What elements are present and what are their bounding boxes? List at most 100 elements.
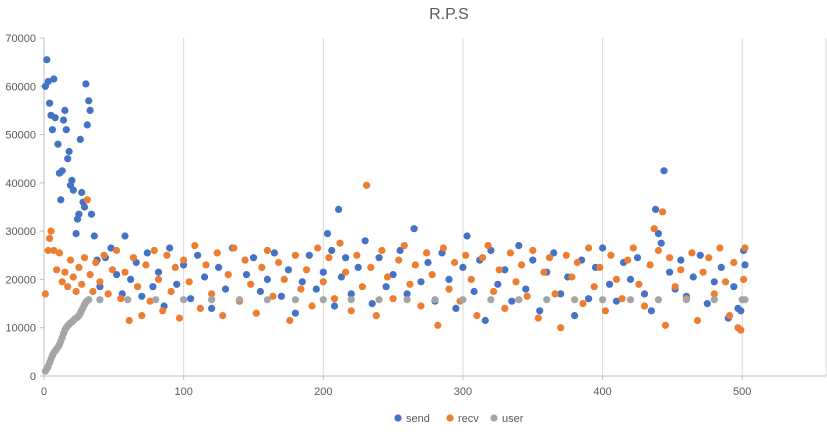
- data-point-user: [459, 296, 467, 304]
- data-point-send: [48, 126, 57, 134]
- data-point-recv: [167, 287, 175, 296]
- data-point-send: [284, 266, 292, 274]
- data-point-send: [242, 271, 251, 279]
- data-point-recv: [80, 254, 89, 262]
- data-point-send: [710, 278, 718, 286]
- data-point-send: [330, 302, 339, 310]
- data-point-recv: [75, 263, 83, 271]
- data-point-send: [633, 254, 642, 262]
- data-point-send: [396, 246, 404, 255]
- data-point-user: [487, 296, 495, 304]
- data-point-recv: [66, 256, 75, 264]
- data-point-send: [612, 297, 621, 305]
- data-point-recv: [171, 263, 179, 271]
- data-point-recv: [629, 244, 637, 252]
- data-point-send: [57, 196, 65, 204]
- data-point-send: [291, 309, 299, 317]
- data-point-send: [389, 271, 397, 279]
- data-point-send: [201, 273, 209, 281]
- data-point-recv: [540, 268, 548, 276]
- data-point-recv: [121, 268, 129, 276]
- data-point-recv: [191, 242, 199, 250]
- data-point-recv: [389, 295, 397, 303]
- data-point-send: [410, 225, 418, 233]
- data-point-recv: [252, 309, 260, 317]
- data-point-send: [403, 290, 411, 298]
- legend-label-recv: recv: [458, 413, 479, 425]
- data-point-send: [335, 205, 343, 213]
- data-point-send: [44, 77, 52, 86]
- y-tick-label: 30000: [5, 226, 36, 238]
- data-point-recv: [44, 246, 52, 255]
- data-point-recv: [579, 300, 587, 308]
- data-point-send: [652, 205, 660, 213]
- y-tick-label: 0: [30, 371, 36, 383]
- data-point-send: [494, 280, 502, 288]
- data-point-recv: [661, 321, 670, 329]
- data-point-recv: [46, 234, 54, 242]
- data-point-send: [78, 188, 86, 197]
- data-point-recv: [490, 287, 498, 296]
- data-point-recv: [342, 268, 350, 276]
- data-point-recv: [241, 256, 249, 264]
- data-point-recv: [258, 263, 266, 271]
- data-point-send: [606, 280, 614, 288]
- data-point-recv: [138, 312, 146, 320]
- data-point-send: [50, 75, 58, 83]
- data-point-send: [508, 297, 516, 305]
- legend: send recv user: [394, 413, 524, 425]
- data-point-recv: [163, 251, 171, 259]
- data-point-send: [46, 99, 54, 107]
- y-tick-label: 50000: [5, 130, 36, 142]
- data-point-recv: [635, 280, 643, 288]
- data-point-send: [677, 256, 685, 264]
- data-point-user: [710, 296, 718, 304]
- data-point-recv: [740, 275, 748, 283]
- data-point-send: [208, 304, 216, 312]
- data-point-recv: [654, 246, 663, 255]
- data-point-send: [463, 232, 471, 240]
- data-point-send: [76, 135, 84, 143]
- data-point-send: [657, 239, 665, 247]
- data-point-send: [501, 266, 509, 274]
- data-point-user: [180, 296, 188, 304]
- series-recv: [41, 181, 749, 334]
- x-tick-label: 400: [593, 386, 611, 398]
- data-point-recv: [451, 258, 459, 267]
- data-point-send: [660, 167, 668, 175]
- data-point-recv: [545, 254, 554, 262]
- data-point-recv: [372, 312, 380, 320]
- data-point-send: [173, 280, 181, 288]
- data-point-recv: [247, 280, 255, 288]
- data-point-recv: [83, 196, 91, 204]
- series-send: [41, 56, 749, 325]
- data-point-user: [599, 296, 607, 304]
- data-point-recv: [55, 249, 64, 257]
- data-point-send: [452, 304, 460, 312]
- data-point-recv: [47, 227, 55, 235]
- data-point-recv: [417, 302, 425, 310]
- y-tick-label: 70000: [5, 33, 36, 45]
- data-point-user: [431, 296, 439, 304]
- data-point-user: [543, 296, 551, 304]
- data-point-send: [319, 268, 327, 276]
- data-point-send: [83, 121, 91, 129]
- data-point-send: [689, 273, 697, 281]
- data-point-user: [515, 296, 523, 304]
- data-point-recv: [58, 278, 66, 286]
- data-point-recv: [512, 278, 520, 286]
- data-point-send: [256, 287, 264, 296]
- data-point-user: [235, 296, 244, 304]
- data-point-send: [515, 242, 523, 250]
- data-point-recv: [518, 261, 526, 269]
- data-point-recv: [50, 246, 58, 255]
- data-point-recv: [104, 290, 112, 298]
- data-point-recv: [741, 244, 749, 252]
- data-point-send: [69, 186, 77, 194]
- data-point-send: [68, 176, 76, 184]
- data-point-recv: [78, 280, 86, 288]
- data-point-send: [522, 285, 530, 293]
- data-point-recv: [142, 261, 150, 269]
- data-point-recv: [129, 254, 137, 262]
